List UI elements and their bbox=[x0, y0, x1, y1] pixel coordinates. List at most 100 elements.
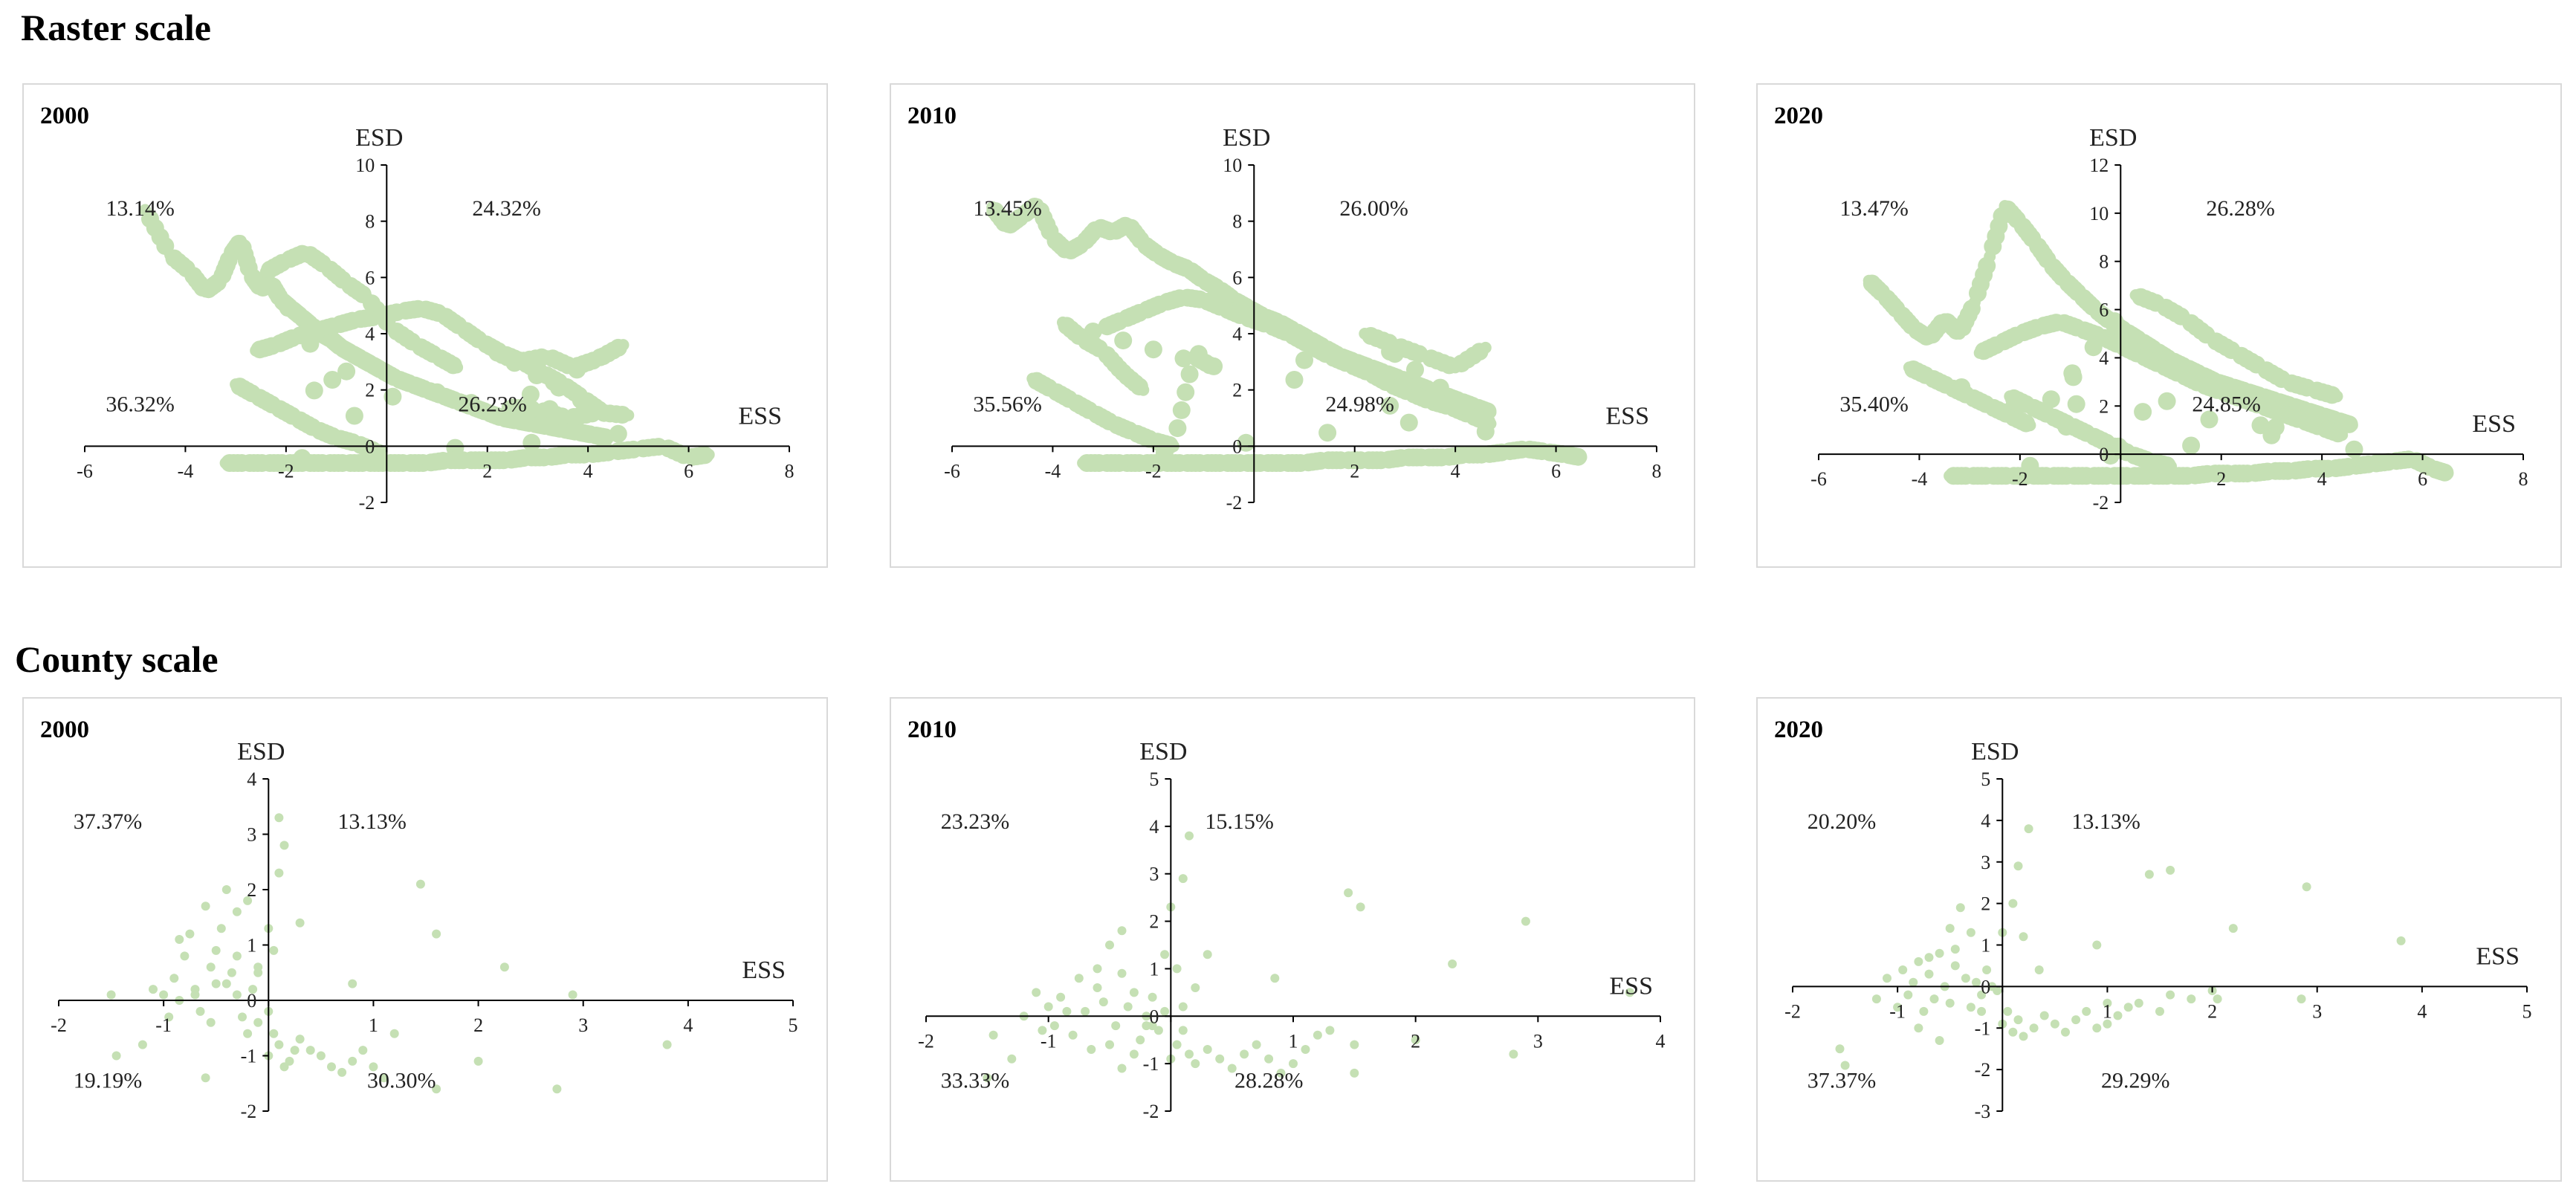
data-point bbox=[1111, 1021, 1121, 1031]
data-point bbox=[337, 362, 356, 381]
data-point bbox=[2024, 824, 2033, 834]
data-point bbox=[1252, 1040, 1261, 1049]
y-tick-label: 5 bbox=[1981, 768, 1990, 790]
x-tick-label: 8 bbox=[785, 460, 795, 482]
x-tick-label: -4 bbox=[1045, 460, 1061, 482]
data-point bbox=[1961, 974, 1970, 983]
data-point bbox=[1871, 994, 1881, 1004]
x-tick-label: 3 bbox=[1533, 1030, 1543, 1052]
data-point bbox=[1350, 1040, 1359, 1049]
y-tick-label: 8 bbox=[365, 211, 375, 233]
x-tick-label: -1 bbox=[1041, 1030, 1057, 1052]
data-point bbox=[2008, 899, 2018, 908]
data-point bbox=[2034, 965, 2044, 974]
data-point bbox=[2109, 437, 2128, 456]
y-tick-label: 2 bbox=[365, 380, 375, 401]
y-tick-label: 5 bbox=[1149, 768, 1159, 790]
data-point bbox=[290, 1046, 300, 1055]
data-point bbox=[2266, 418, 2285, 436]
data-point bbox=[1478, 412, 1496, 431]
data-point bbox=[1929, 994, 1939, 1004]
data-point bbox=[2103, 1019, 2112, 1029]
data-point bbox=[473, 1056, 483, 1066]
data-point bbox=[1203, 950, 1212, 959]
panel-year-label: 2020 bbox=[1774, 716, 1823, 743]
points bbox=[106, 813, 672, 1094]
y-tick-label: 4 bbox=[247, 768, 256, 790]
data-point bbox=[2166, 865, 2175, 875]
data-point bbox=[369, 1062, 378, 1072]
data-point bbox=[1385, 345, 1404, 363]
data-point bbox=[1919, 1006, 1929, 1016]
data-point bbox=[1972, 977, 1981, 987]
data-point bbox=[1313, 1030, 1322, 1040]
data-point bbox=[274, 813, 284, 823]
data-point bbox=[1569, 447, 1588, 466]
quadrant-percent-nw: 13.45% bbox=[973, 196, 1042, 221]
y-tick-label: 2 bbox=[1981, 893, 1990, 915]
data-point bbox=[1043, 1002, 1053, 1012]
data-point bbox=[227, 968, 236, 977]
data-point bbox=[1093, 964, 1102, 974]
data-point bbox=[232, 907, 242, 916]
quadrant-percent-nw: 20.20% bbox=[1808, 809, 1877, 834]
x-tick-label: 1 bbox=[2103, 1000, 2112, 1022]
data-point bbox=[2113, 1011, 2123, 1020]
quadrant-percent-ne: 15.15% bbox=[1205, 809, 1274, 834]
y-tick-label: 4 bbox=[1981, 810, 1990, 832]
scatter-plot: -6 -4 -2 2 4 6 8 -2 0 2 4 6 8 10 12 ESD ESS 13.47% 26.28% 3… bbox=[1810, 124, 2528, 514]
x-tick-label: 2 bbox=[2216, 468, 2226, 490]
y-tick-label: 3 bbox=[247, 824, 256, 846]
y-tick-label: 0 bbox=[247, 990, 256, 1012]
y-tick-label: -1 bbox=[1143, 1053, 1159, 1075]
y-tick-label: 1 bbox=[1981, 935, 1990, 957]
data-point bbox=[1160, 950, 1170, 959]
data-point bbox=[1903, 990, 1913, 1000]
data-point bbox=[2158, 456, 2176, 475]
quadrant-percent-se: 26.23% bbox=[458, 392, 527, 416]
data-point bbox=[279, 1062, 289, 1072]
data-point bbox=[432, 929, 441, 939]
panel-year-label: 2000 bbox=[40, 103, 89, 129]
y-tick-label: -2 bbox=[359, 492, 375, 514]
data-point bbox=[591, 348, 609, 366]
data-point bbox=[2329, 424, 2347, 443]
data-point bbox=[2103, 998, 2112, 1008]
data-point bbox=[1123, 1002, 1133, 1012]
chart-panel-county-2020: 2020 -2 -1 1 2 3 4 5 -3 -2 -1 0 1 2 3 4 5 ESD ESS 20.20% 13.… bbox=[1756, 697, 2562, 1182]
y-tick-label: -2 bbox=[2093, 492, 2109, 514]
data-point bbox=[337, 1067, 347, 1077]
data-point bbox=[2155, 1006, 2164, 1016]
panel-year-label: 2020 bbox=[1774, 103, 1823, 129]
y-tick-label: 4 bbox=[2099, 347, 2109, 369]
data-point bbox=[1172, 964, 1182, 974]
points bbox=[1863, 200, 2454, 485]
y-tick-label: 3 bbox=[1981, 852, 1990, 873]
quadrant-percent-nw: 13.14% bbox=[106, 196, 175, 221]
data-point bbox=[1945, 924, 1955, 933]
data-point bbox=[295, 1035, 305, 1044]
data-point bbox=[2013, 861, 2023, 871]
data-point bbox=[2134, 403, 2152, 421]
x-tick-label: 2 bbox=[1411, 1030, 1420, 1052]
x-tick-label: 3 bbox=[578, 1014, 588, 1036]
data-point bbox=[106, 990, 116, 1000]
data-point bbox=[1276, 1068, 1286, 1078]
data-point bbox=[1114, 331, 1133, 350]
data-point bbox=[1185, 831, 1194, 841]
data-point bbox=[1174, 349, 1193, 368]
data-point bbox=[279, 299, 297, 317]
y-axis-title: ESD bbox=[355, 124, 403, 152]
data-point bbox=[1153, 1026, 1163, 1035]
y-tick-label: 10 bbox=[2089, 203, 2109, 224]
data-point bbox=[175, 935, 184, 944]
y-tick-label: -2 bbox=[1226, 492, 1243, 514]
data-point bbox=[1191, 1059, 1200, 1069]
data-point bbox=[2396, 936, 2406, 945]
data-point bbox=[169, 974, 179, 983]
data-point bbox=[253, 962, 263, 972]
quadrant-percent-se: 24.85% bbox=[2192, 392, 2261, 416]
data-point bbox=[221, 885, 231, 894]
data-point bbox=[1136, 1035, 1145, 1045]
